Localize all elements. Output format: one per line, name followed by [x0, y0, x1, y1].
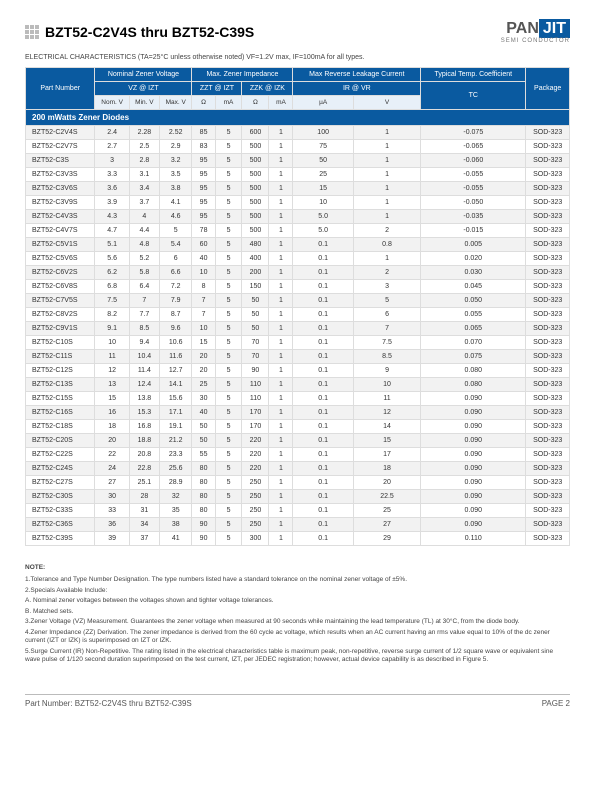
- table-row: BZT52-C24S2422.825.680522010.1180.090SOD…: [26, 462, 570, 476]
- table-row: BZT52-C9V1S9.18.59.61055010.170.065SOD-3…: [26, 322, 570, 336]
- table-row: BZT52-C27S2725.128.980525010.1200.090SOD…: [26, 476, 570, 490]
- table-row: BZT52-C4V3S4.344.695550015.01-0.035SOD-3…: [26, 210, 570, 224]
- table-row: BZT52-C6V8S6.86.47.28515010.130.045SOD-3…: [26, 280, 570, 294]
- characteristics-table: Part Number Nominal Zener Voltage Max. Z…: [25, 67, 570, 546]
- section-header: 200 mWatts Zener Diodes: [26, 110, 570, 126]
- table-row: BZT52-C3V6S3.63.43.89555001151-0.055SOD-…: [26, 182, 570, 196]
- footer: Part Number: BZT52-C2V4S thru BZT52-C39S…: [25, 694, 570, 708]
- table-row: BZT52-C2V7S2.72.52.98355001751-0.065SOD-…: [26, 140, 570, 154]
- header-row-1: Part Number Nominal Zener Voltage Max. Z…: [26, 68, 570, 82]
- table-row: BZT52-C22S2220.823.355522010.1170.090SOD…: [26, 448, 570, 462]
- table-row: BZT52-C6V2S6.25.86.610520010.120.030SOD-…: [26, 266, 570, 280]
- table-row: BZT52-C15S1513.815.630511010.1110.090SOD…: [26, 392, 570, 406]
- table-row: BZT52-C5V6S5.65.2640540010.110.020SOD-32…: [26, 252, 570, 266]
- table-row: BZT52-C4V7S4.74.4578550015.02-0.015SOD-3…: [26, 224, 570, 238]
- table-row: BZT52-C3S32.83.29555001501-0.060SOD-323: [26, 154, 570, 168]
- table-row: BZT52-C18S1816.819.150517010.1140.090SOD…: [26, 420, 570, 434]
- table-row: BZT52-C30S30283280525010.122.50.090SOD-3…: [26, 490, 570, 504]
- table-row: BZT52-C13S1312.414.125511010.1100.080SOD…: [26, 378, 570, 392]
- table-row: BZT52-C16S1615.317.140517010.1120.090SOD…: [26, 406, 570, 420]
- brand-logo: PANJIT SEMI CONDUCTOR: [501, 20, 570, 44]
- footer-left: Part Number: BZT52-C2V4S thru BZT52-C39S: [25, 699, 192, 708]
- notes: NOTE: 1.Tolerance and Type Number Design…: [25, 564, 570, 664]
- table-row: BZT52-C2V4S2.42.282.5285560011001-0.075S…: [26, 126, 570, 140]
- footer-right: PAGE 2: [542, 699, 570, 708]
- caption: ELECTRICAL CHARACTERISTICS (TA=25°C unle…: [25, 54, 570, 61]
- logo-dots-icon: [25, 25, 39, 39]
- header: BZT52-C2V4S thru BZT52-C39S PANJIT SEMI …: [25, 20, 570, 44]
- table-row: BZT52-C5V1S5.14.85.460548010.10.80.005SO…: [26, 238, 570, 252]
- table-row: BZT52-C39S39374190530010.1290.110SOD-323: [26, 532, 570, 546]
- table-row: BZT52-C7V5S7.577.9755010.150.050SOD-323: [26, 294, 570, 308]
- table-row: BZT52-C3V3S3.33.13.59555001251-0.055SOD-…: [26, 168, 570, 182]
- table-row: BZT52-C11S1110.411.62057010.18.50.075SOD…: [26, 350, 570, 364]
- table-row: BZT52-C12S1211.412.72059010.190.080SOD-3…: [26, 364, 570, 378]
- header-row-2: VZ @ IZT ZZT @ IZT ZZK @ IZK IR @ VR TC: [26, 82, 570, 96]
- table-row: BZT52-C10S109.410.61557010.17.50.070SOD-…: [26, 336, 570, 350]
- table-row: BZT52-C36S36343890525010.1270.090SOD-323: [26, 518, 570, 532]
- table-row: BZT52-C3V9S3.93.74.19555001101-0.050SOD-…: [26, 196, 570, 210]
- table-row: BZT52-C33S33313580525010.1250.090SOD-323: [26, 504, 570, 518]
- table-row: BZT52-C20S2018.821.250522010.1150.090SOD…: [26, 434, 570, 448]
- page-title: BZT52-C2V4S thru BZT52-C39S: [45, 24, 254, 40]
- table-row: BZT52-C8V2S8.27.78.7755010.160.055SOD-32…: [26, 308, 570, 322]
